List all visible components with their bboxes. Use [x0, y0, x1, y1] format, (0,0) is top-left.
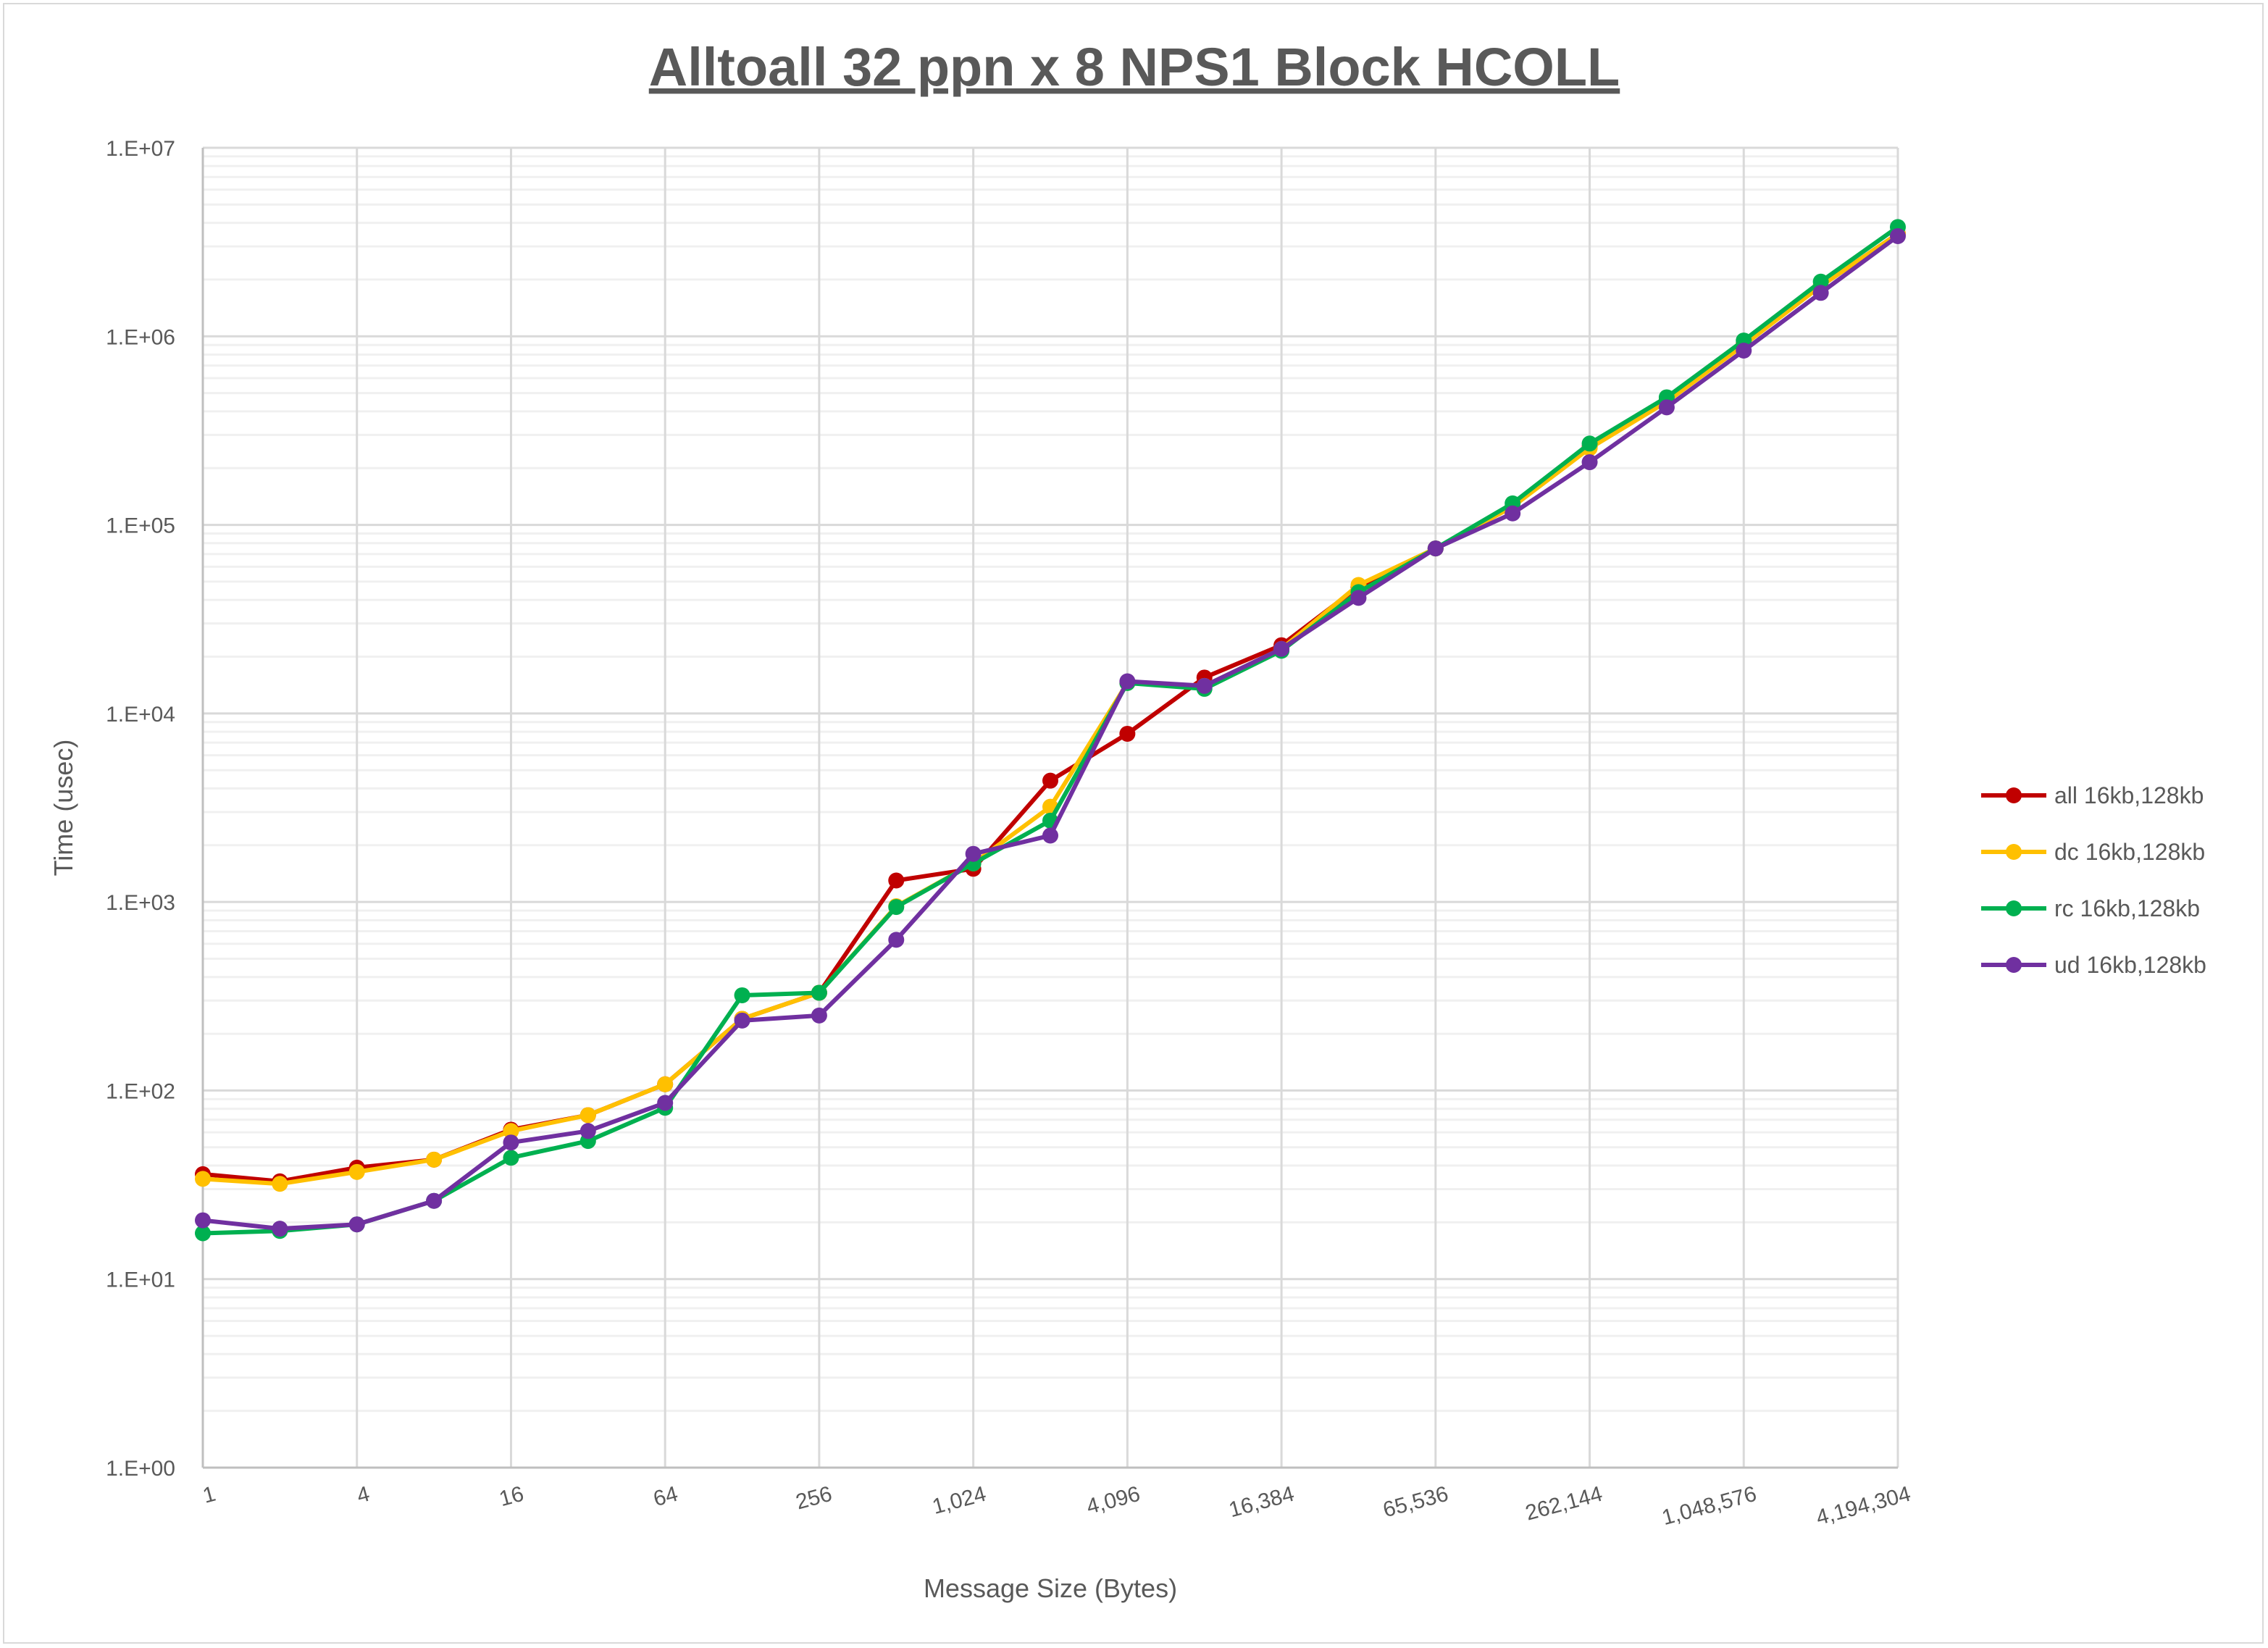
y-axis-ticks: 1.E+00 1.E+01 1.E+02 1.E+03 1.E+04 1.E+05 1.E+… — [106, 137, 175, 1481]
data-point — [579, 1123, 596, 1139]
data-point — [1812, 285, 1829, 301]
series-line — [202, 232, 1899, 1184]
series-ud — [195, 227, 1906, 1237]
legend-marker — [2006, 900, 2022, 916]
gridlines — [201, 146, 1899, 1469]
chart-title: Alltoall 32 ppn x 8 NPS1 Block HCOLL — [649, 37, 1620, 97]
legend-label: ud 16kb,128kb — [2054, 952, 2206, 978]
data-point — [272, 1176, 288, 1192]
data-point — [1581, 435, 1598, 452]
data-point — [426, 1151, 443, 1168]
data-point — [811, 1007, 827, 1024]
x-tick-label: 16,384 — [1226, 1482, 1297, 1523]
data-point — [503, 1150, 519, 1166]
x-tick-label: 1,024 — [930, 1482, 989, 1519]
data-point — [348, 1216, 365, 1233]
data-point — [348, 1163, 365, 1180]
series-rc — [195, 219, 1906, 1242]
data-point — [195, 1171, 211, 1187]
x-tick-label: 4 — [354, 1482, 372, 1508]
y-tick-label: 1.E+07 — [106, 137, 175, 161]
data-point — [734, 1012, 750, 1029]
data-point — [1196, 677, 1213, 694]
data-point — [657, 1076, 674, 1092]
data-point — [426, 1192, 443, 1209]
data-point — [1042, 827, 1058, 844]
chart-frame — [3, 3, 2264, 1644]
data-point — [579, 1107, 596, 1124]
x-axis-title: Message Size (Bytes) — [924, 1573, 1177, 1603]
x-tick-label: 64 — [651, 1482, 681, 1512]
data-point — [1890, 227, 1906, 244]
data-point — [888, 872, 905, 889]
data-point — [1812, 273, 1829, 290]
data-point — [811, 984, 827, 1001]
y-tick-label: 1.E+01 — [106, 1268, 175, 1292]
series-line — [202, 232, 1899, 1187]
x-axis-ticks: 1 4 16 64 256 1,024 4,096 16,384 65,536 262,144 1,… — [200, 1482, 1913, 1530]
series-dc — [195, 225, 1906, 1192]
legend: all 16kb,128kb dc 16kb,128kb rc 16kb,128kb… — [1981, 782, 2206, 978]
data-point — [1042, 772, 1058, 789]
data-point — [195, 1225, 211, 1242]
data-point — [965, 845, 982, 862]
data-point — [195, 1212, 211, 1229]
y-tick-label: 1.E+04 — [106, 703, 175, 727]
data-point — [1119, 673, 1136, 690]
data-point — [1427, 540, 1444, 557]
x-tick-label: 16 — [497, 1482, 527, 1512]
data-point — [734, 987, 750, 1003]
x-tick-label: 65,536 — [1381, 1482, 1451, 1523]
legend-label: all 16kb,128kb — [2054, 782, 2204, 808]
x-tick-label: 1 — [200, 1482, 218, 1508]
x-tick-label: 262,144 — [1523, 1482, 1604, 1526]
y-tick-label: 1.E+06 — [106, 325, 175, 349]
data-point — [1505, 505, 1521, 522]
y-tick-label: 1.E+00 — [106, 1457, 175, 1481]
data-point — [888, 899, 905, 916]
x-tick-label: 256 — [793, 1482, 834, 1515]
legend-label: dc 16kb,128kb — [2054, 839, 2205, 865]
legend-label: rc 16kb,128kb — [2054, 895, 2200, 921]
series-group — [195, 219, 1906, 1242]
x-tick-label: 1,048,576 — [1660, 1482, 1759, 1530]
x-tick-label: 4,096 — [1084, 1482, 1142, 1519]
data-point — [1581, 454, 1598, 471]
data-point — [1736, 342, 1752, 359]
data-point — [657, 1095, 674, 1111]
data-point — [888, 932, 905, 948]
data-point — [1658, 399, 1675, 416]
legend-marker — [2006, 844, 2022, 860]
y-tick-label: 1.E+03 — [106, 891, 175, 915]
y-tick-label: 1.E+05 — [106, 514, 175, 538]
x-tick-label: 4,194,304 — [1814, 1482, 1913, 1530]
data-point — [1350, 590, 1367, 606]
data-point — [503, 1134, 519, 1151]
legend-marker — [2006, 957, 2022, 973]
series-all — [195, 225, 1906, 1189]
data-point — [1273, 640, 1290, 657]
y-axis-title: Time (usec) — [49, 740, 78, 877]
y-tick-label: 1.E+02 — [106, 1079, 175, 1103]
data-point — [272, 1221, 288, 1237]
data-point — [503, 1123, 519, 1139]
data-point — [1119, 725, 1136, 742]
legend-marker — [2006, 787, 2022, 803]
